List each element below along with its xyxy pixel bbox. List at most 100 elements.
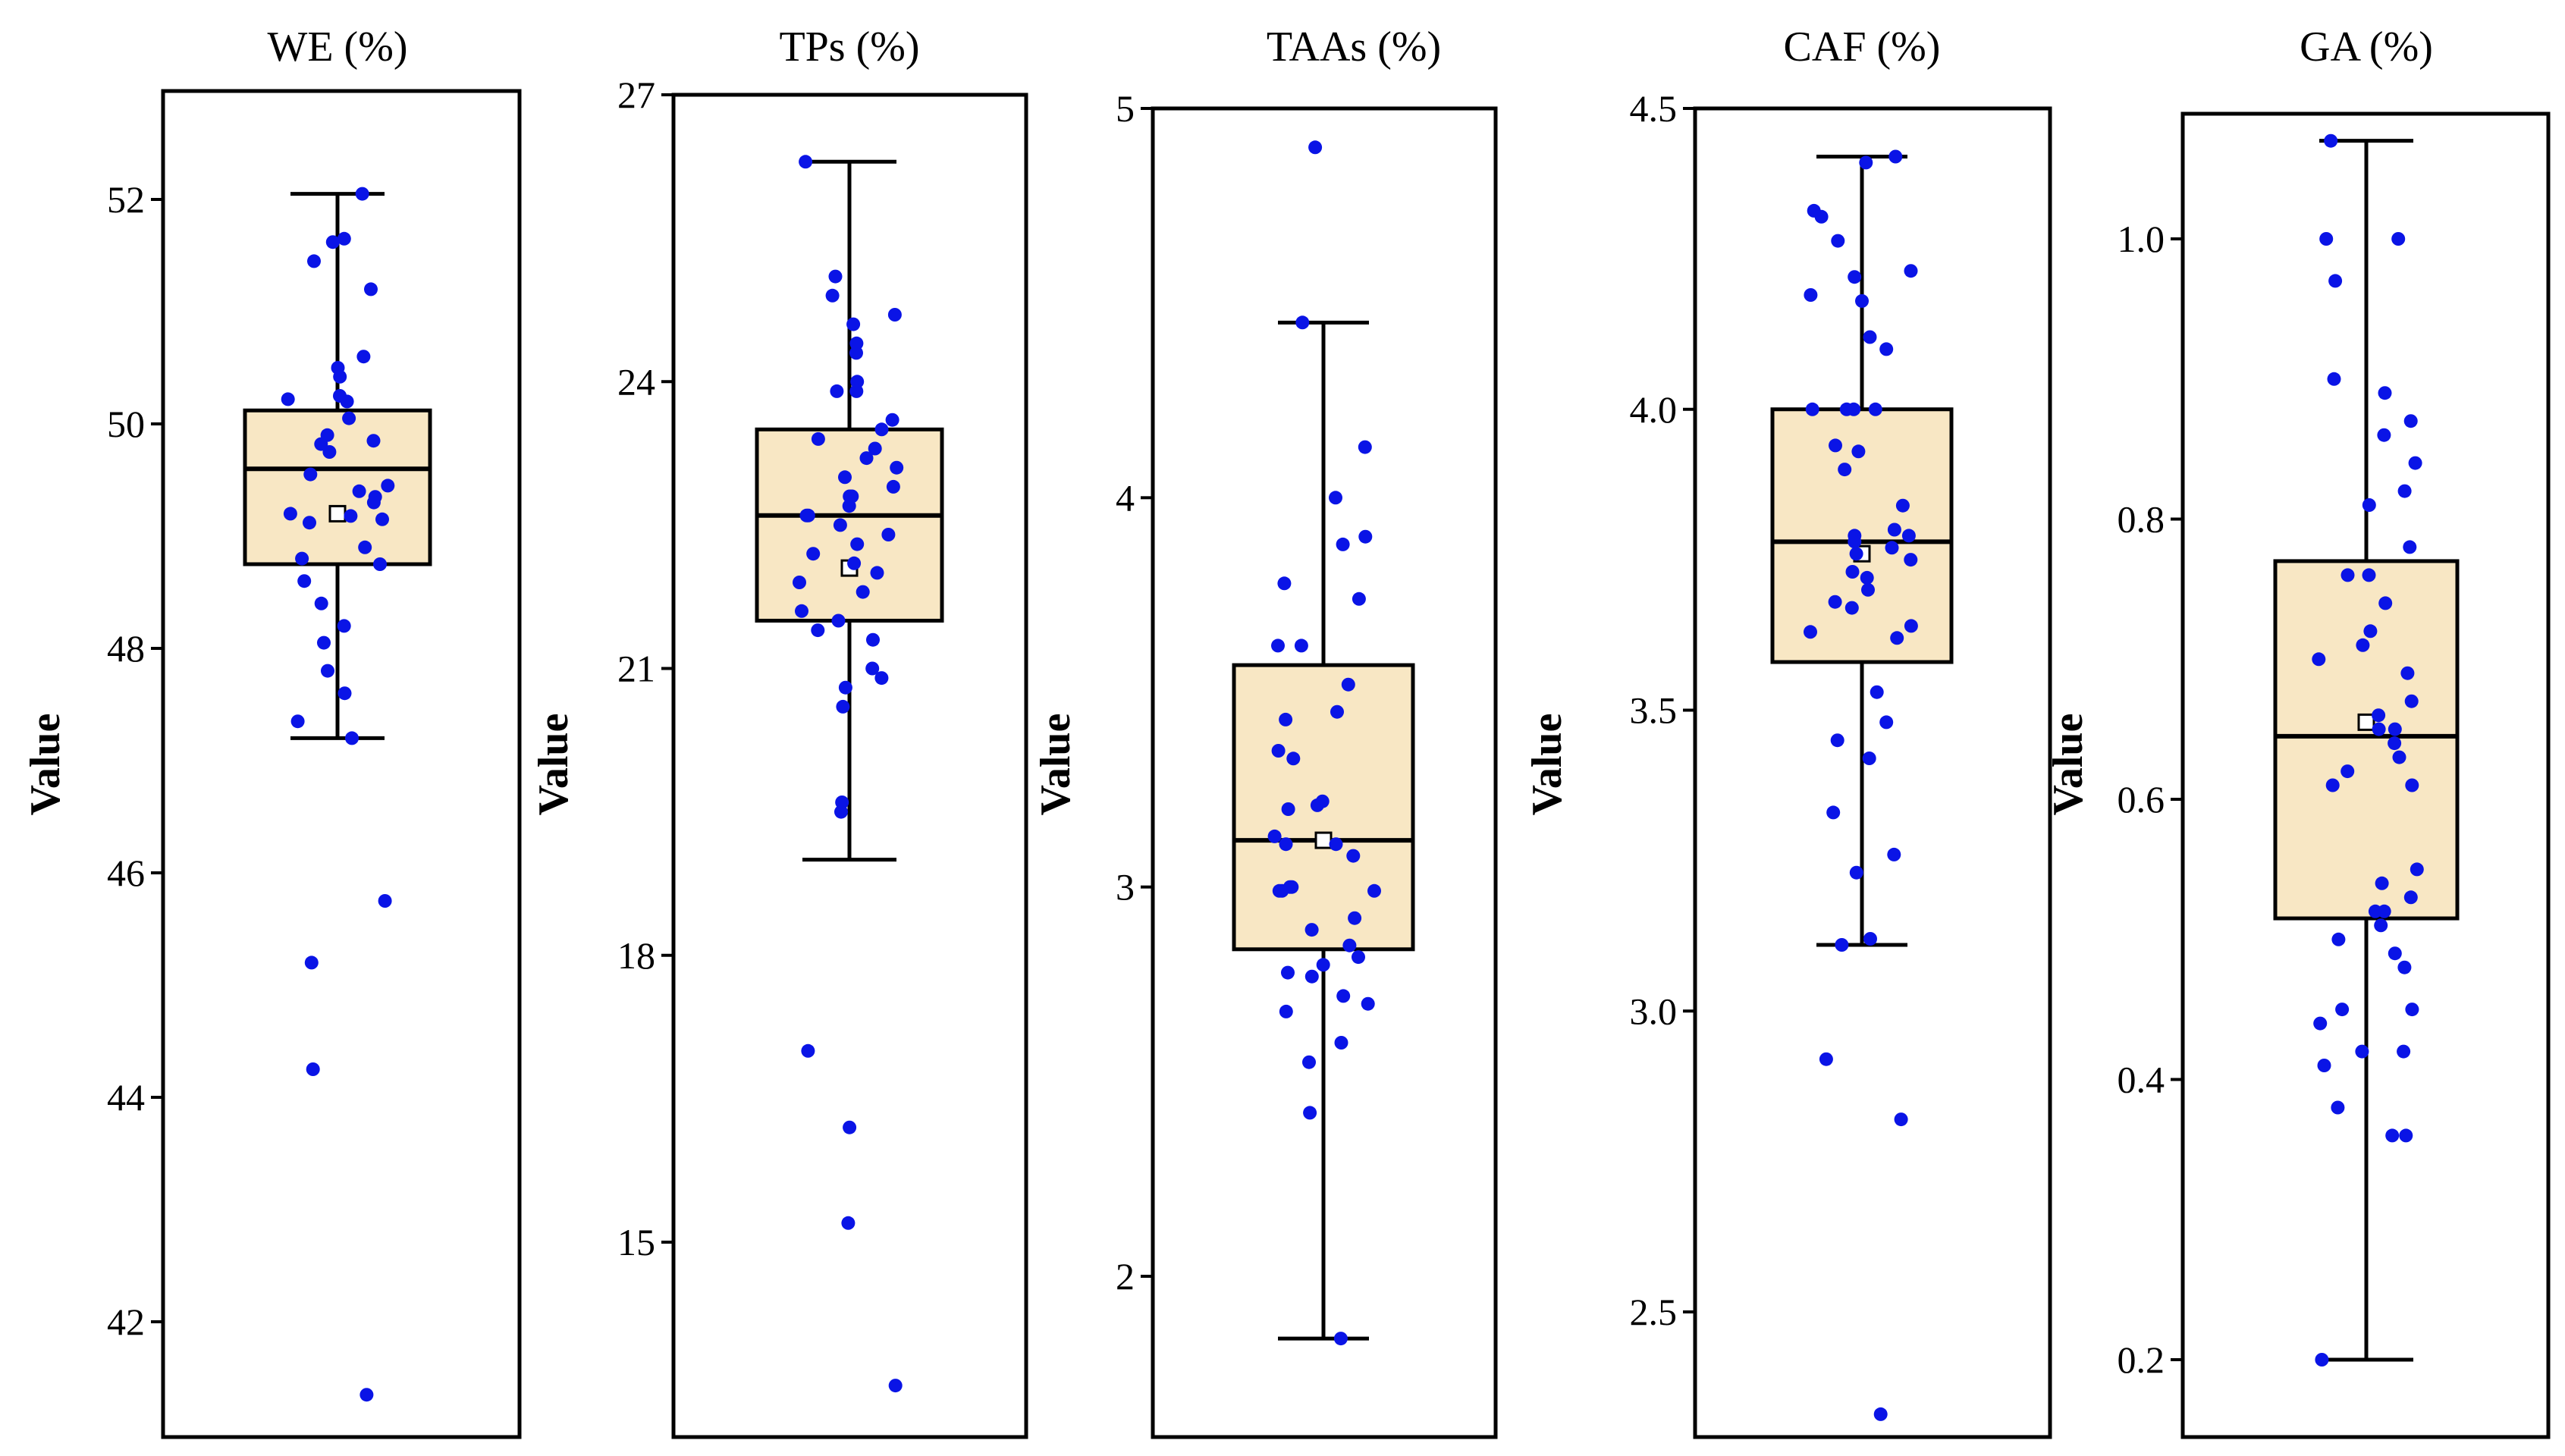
panel-title: WE (%)	[267, 24, 407, 71]
data-point	[866, 632, 880, 647]
data-point	[1329, 491, 1342, 505]
data-point	[344, 509, 358, 523]
data-point	[283, 507, 297, 521]
data-point	[356, 350, 371, 364]
data-point	[1845, 565, 1860, 579]
data-point	[811, 431, 825, 446]
data-point	[1348, 911, 1362, 925]
data-point	[2374, 918, 2388, 933]
mean-marker	[328, 504, 347, 522]
data-point	[381, 479, 395, 493]
y-axis-ticks: 15 18 21 24 27	[617, 74, 673, 1263]
data-point	[1819, 1052, 1833, 1066]
data-point	[1271, 639, 1285, 653]
data-points	[1804, 149, 1918, 1421]
y-tick-label: 52	[107, 178, 145, 221]
y-tick-label: 2	[1116, 1255, 1135, 1298]
data-point	[2388, 736, 2402, 751]
data-point	[1831, 234, 1845, 248]
data-point	[1873, 1407, 1888, 1421]
data-point	[874, 671, 889, 686]
data-point	[1302, 1055, 1316, 1069]
data-point	[836, 699, 850, 714]
data-point	[1334, 1036, 1348, 1050]
data-point	[337, 619, 351, 633]
y-tick-label: 1.0	[2118, 218, 2165, 260]
data-point	[1895, 498, 1910, 513]
data-point	[847, 556, 862, 570]
data-points	[1267, 140, 1381, 1346]
data-point	[1367, 883, 1381, 898]
data-point	[290, 714, 305, 729]
data-point	[1838, 463, 1852, 477]
y-tick-label: 21	[617, 648, 655, 690]
panel-taas: TAAs (%) Value 2 3 4 5	[1032, 24, 1498, 1439]
data-point	[2317, 1059, 2331, 1072]
data-point	[2362, 498, 2376, 512]
plot-frame	[671, 93, 1028, 1439]
data-point	[2397, 484, 2412, 498]
data-point	[1879, 715, 1894, 730]
data-point	[1804, 625, 1817, 639]
data-point	[1286, 752, 1301, 766]
y-tick-label: 4.5	[1630, 87, 1678, 130]
data-point	[1304, 923, 1319, 937]
data-point	[1308, 140, 1323, 155]
data-point	[352, 484, 366, 498]
y-tick-label: 3.5	[1630, 689, 1678, 732]
y-tick-label: 48	[107, 627, 145, 670]
data-point	[1829, 438, 1842, 453]
data-point	[1277, 576, 1292, 591]
data-point	[850, 537, 865, 551]
data-point	[2377, 428, 2391, 442]
data-point	[1279, 712, 1293, 726]
y-tick-label: 5	[1116, 87, 1135, 130]
data-point	[364, 282, 378, 297]
panel-we: WE (%) Value 42 44 46 48 50 52	[22, 24, 522, 1439]
data-point	[2403, 414, 2418, 428]
data-point	[1279, 1004, 1293, 1018]
data-point	[355, 187, 369, 201]
data-point	[887, 308, 902, 322]
y-tick-label: 3.0	[1630, 990, 1678, 1032]
data-point	[2397, 960, 2412, 974]
data-point	[2315, 1353, 2329, 1367]
y-tick-label: 0.4	[2118, 1059, 2165, 1101]
y-tick-label: 0.6	[2118, 778, 2165, 821]
y-tick-label: 4	[1116, 476, 1135, 519]
data-point	[1904, 619, 1918, 633]
data-point	[886, 479, 900, 494]
data-point	[2403, 540, 2417, 554]
y-axis-ticks: 0.2 0.4 0.6 0.8 1.0	[2118, 218, 2183, 1381]
iqr-box	[2273, 559, 2460, 921]
data-point	[333, 369, 347, 384]
data-point	[838, 470, 852, 485]
data-point	[1358, 440, 1372, 454]
plot-frame	[1693, 106, 2052, 1439]
data-point	[1890, 631, 1904, 645]
data-point	[373, 557, 387, 571]
data-point	[890, 460, 904, 475]
plot-frame	[1151, 106, 1498, 1439]
data-point	[1863, 932, 1877, 946]
data-point	[865, 661, 880, 676]
data-point	[1835, 938, 1849, 952]
y-tick-label: 44	[107, 1076, 145, 1119]
data-point	[1814, 209, 1829, 224]
data-point	[1848, 535, 1862, 549]
data-point	[795, 604, 808, 618]
data-point	[1341, 677, 1355, 692]
data-point	[1358, 529, 1373, 544]
data-point	[297, 574, 312, 588]
data-point	[1271, 744, 1286, 758]
data-point	[1848, 270, 1862, 284]
data-point	[2404, 694, 2419, 708]
data-point	[2378, 386, 2392, 400]
y-tick-label: 18	[617, 934, 655, 977]
data-point	[2400, 666, 2415, 680]
panel-tps: TPs (%) Value 15 18 21 24 27	[530, 24, 1028, 1439]
data-point	[1267, 829, 1282, 843]
data-point	[317, 635, 331, 650]
data-point	[2399, 1128, 2413, 1143]
